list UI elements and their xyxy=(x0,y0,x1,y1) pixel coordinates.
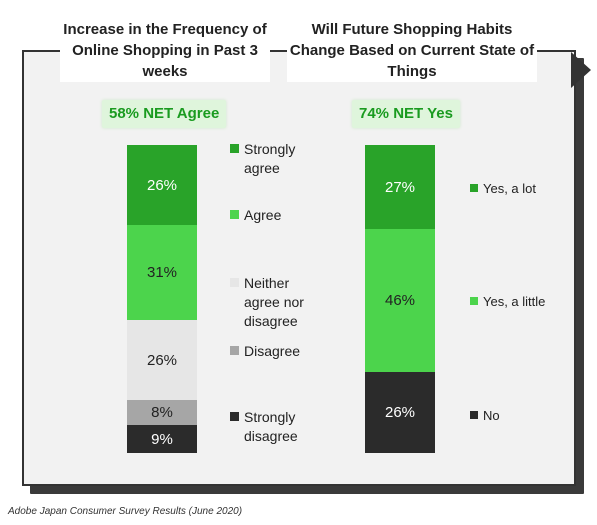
legend-swatch xyxy=(230,210,239,219)
chart1-title: Increase in the Frequency of Online Shop… xyxy=(60,19,270,82)
chart1-net-badge: 58% NET Agree xyxy=(102,100,227,128)
legend-swatch xyxy=(470,297,478,305)
footer-source: Adobe Japan Consumer Survey Results (Jun… xyxy=(8,506,243,517)
chart1-segment-4: 8% xyxy=(127,400,197,425)
chart1-segment-2: 31% xyxy=(127,225,197,320)
chart2-net-badge: 74% NET Yes xyxy=(352,100,460,128)
chart1-segment-3: 26% xyxy=(127,320,197,400)
chart1-value-label-5: 9% xyxy=(151,430,173,448)
chart1-stacked-bar: 26% 31% 26% 8% 9% xyxy=(127,145,197,453)
chart2-segment-3: 26% xyxy=(365,372,435,453)
legend-swatch xyxy=(230,346,239,355)
chart2-value-label-2: 46% xyxy=(384,292,416,309)
chart1-value-label-4: 8% xyxy=(151,404,173,421)
legend-swatch xyxy=(470,411,478,419)
legend-label: Agree xyxy=(244,207,282,223)
chart1-segment-5: 9% xyxy=(127,425,197,453)
legend-label: Disagree xyxy=(244,343,301,359)
chart2-stacked-bar: 27% 46% 26% xyxy=(365,145,435,453)
chart2-value-label-3: 26% xyxy=(384,404,416,421)
legend-label: Strongly disagree xyxy=(244,409,298,444)
chart2-value-label-1: 27% xyxy=(384,178,416,196)
chart1-legend-item-2: Agree xyxy=(230,206,334,225)
chart2-segment-1: 27% xyxy=(365,145,435,229)
chart1-legend-item-5: Strongly disagree xyxy=(230,408,314,446)
legend-swatch xyxy=(470,184,478,192)
chart1-legend-item-1: Strongly agree xyxy=(230,140,314,178)
arrow-right-icon xyxy=(571,52,591,88)
chart1-legend-item-4: Disagree xyxy=(230,342,334,361)
legend-label: Yes, a little xyxy=(483,294,546,309)
chart2-legend-item-2: Yes, a little xyxy=(470,292,563,311)
chart1-value-label-2: 31% xyxy=(146,264,178,281)
chart1-legend-item-3: Neither agree nor disagree xyxy=(230,274,314,331)
chart1-value-label-3: 26% xyxy=(146,351,178,369)
chart2-segment-2: 46% xyxy=(365,229,435,372)
chart2-legend-item-1: Yes, a lot xyxy=(470,179,563,198)
legend-swatch xyxy=(230,144,239,153)
chart1-segment-1: 26% xyxy=(127,145,197,225)
legend-swatch xyxy=(230,412,239,421)
legend-label: Strongly agree xyxy=(244,141,296,176)
chart2-title: Will Future Shopping Habits Change Based… xyxy=(287,19,537,82)
legend-label: Yes, a lot xyxy=(483,181,537,196)
legend-label: No xyxy=(483,408,500,423)
chart2-legend-item-3: No xyxy=(470,406,563,425)
chart1-value-label-1: 26% xyxy=(146,176,178,194)
legend-swatch xyxy=(230,278,239,287)
legend-label: Neither agree nor disagree xyxy=(244,275,304,329)
